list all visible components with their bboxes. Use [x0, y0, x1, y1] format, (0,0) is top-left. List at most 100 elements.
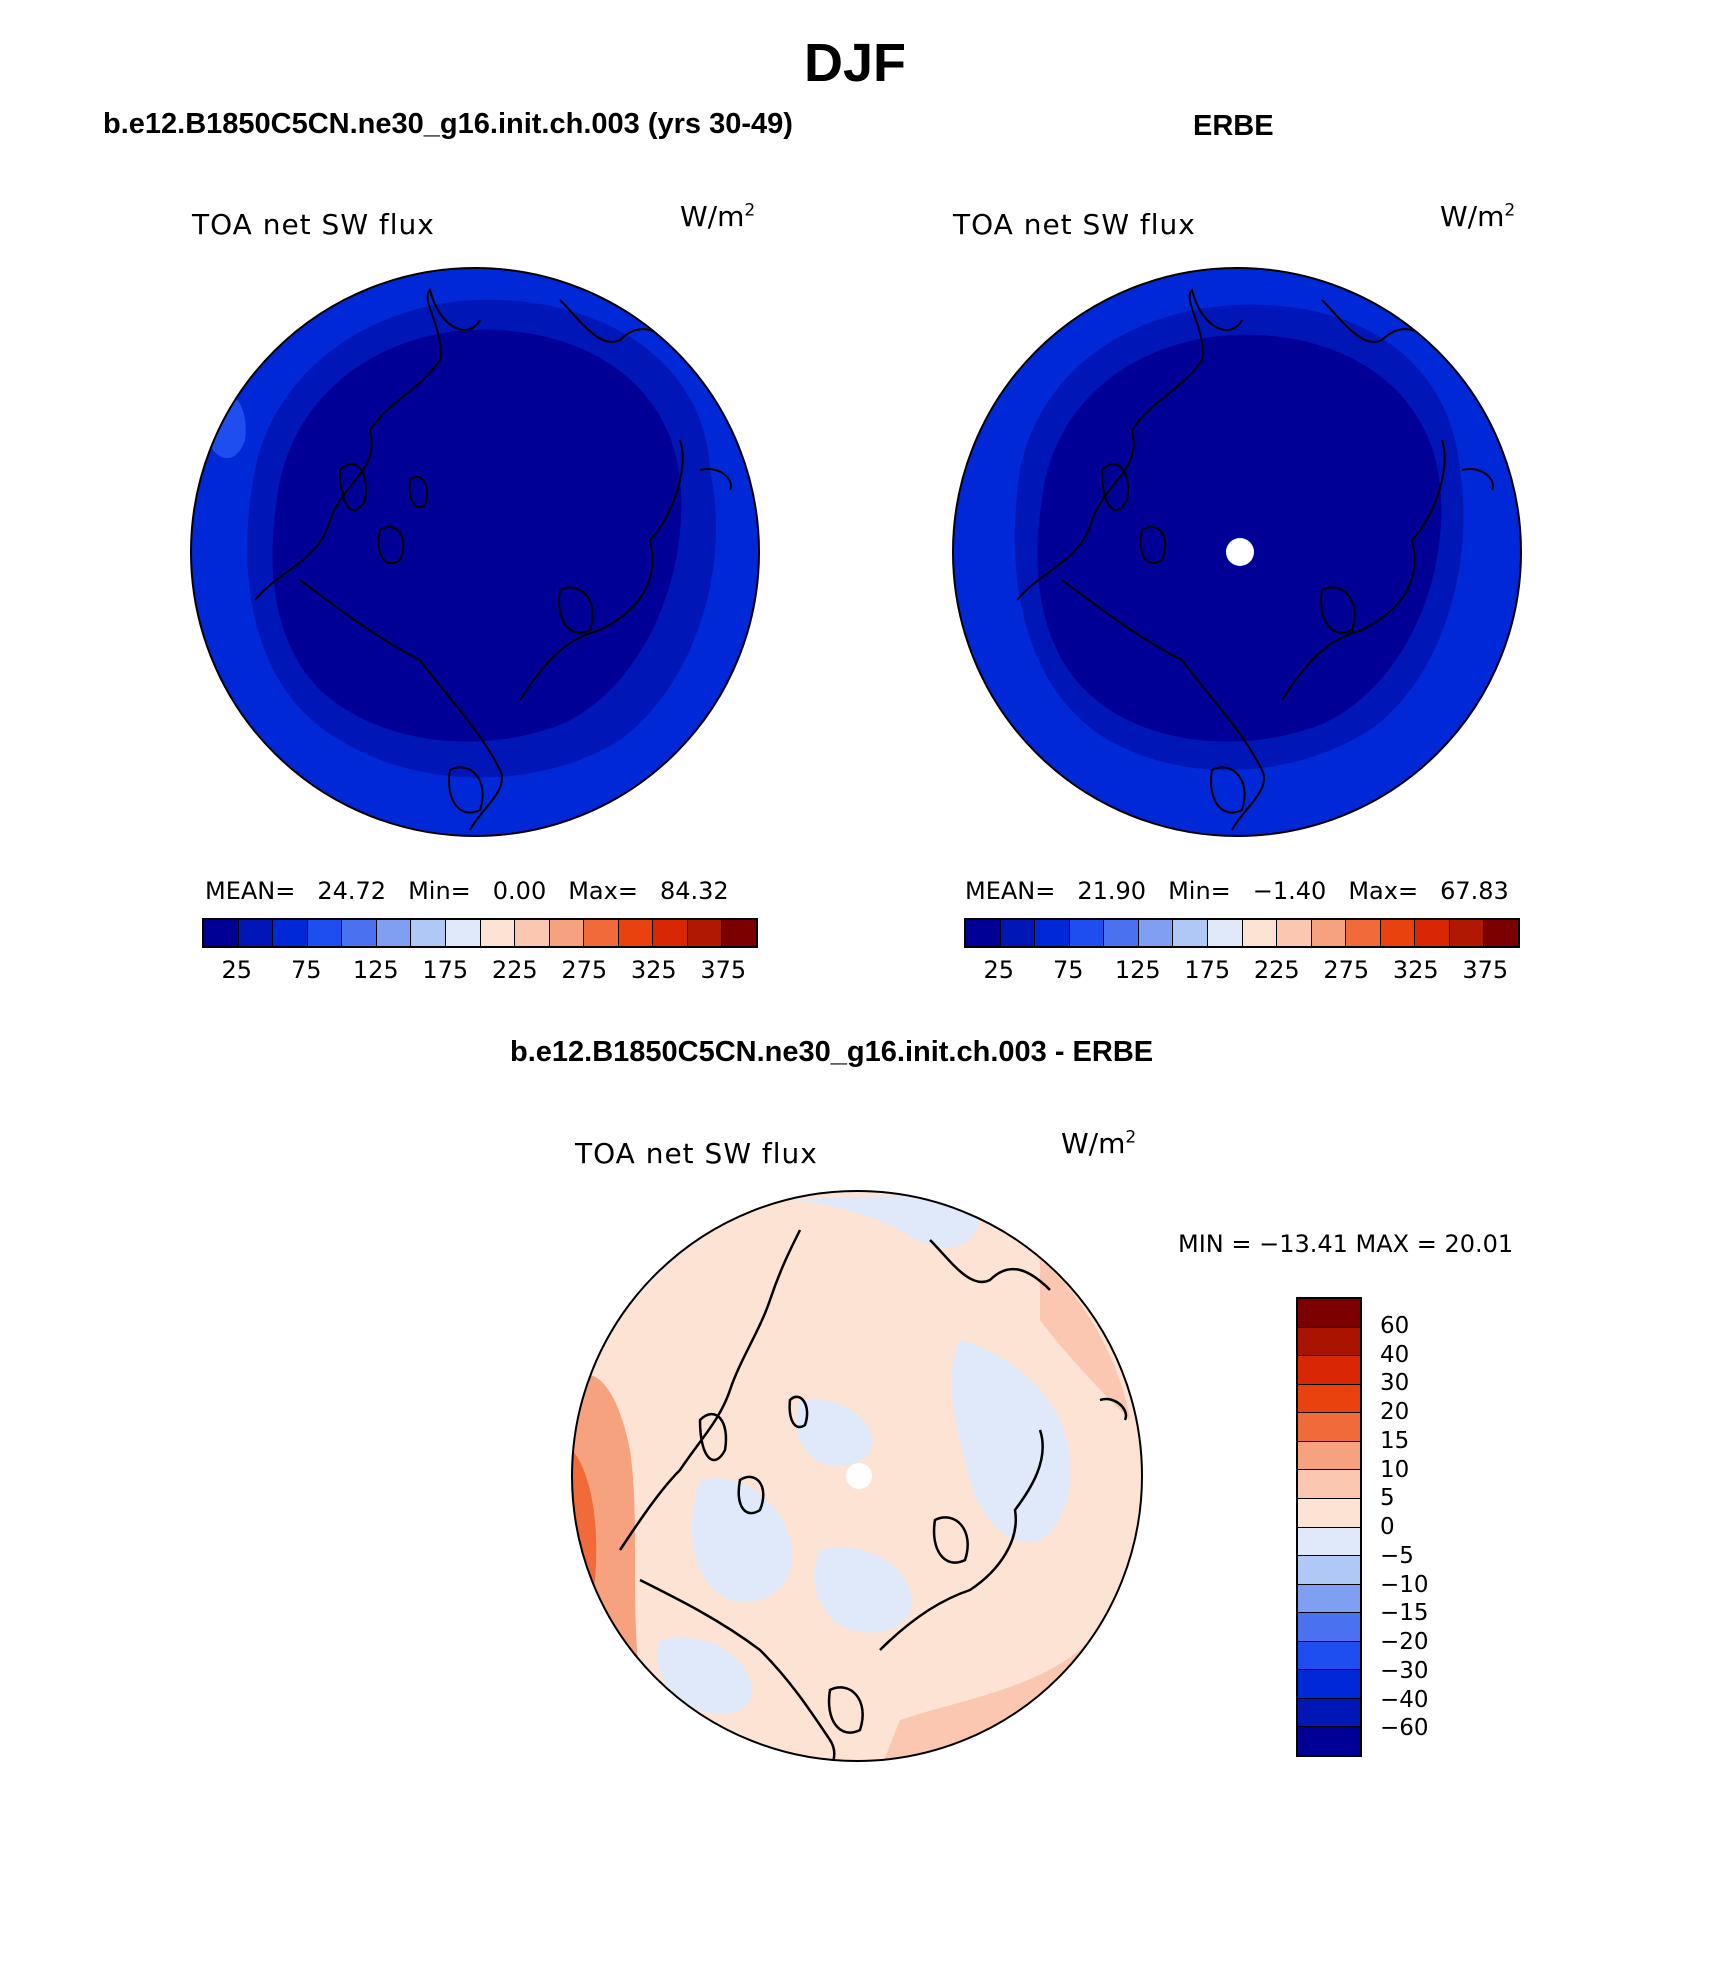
right-outer-ring — [953, 268, 1521, 836]
diff-panel-header: b.e12.B1850C5CN.ne30_g16.init.ch.003 - E… — [510, 1036, 1154, 1068]
colorbar-swatch — [966, 920, 1001, 946]
colorbar-tick-label: 60 — [1380, 1312, 1410, 1339]
diff-west-cool — [691, 1478, 792, 1602]
colorbar-swatch — [1000, 920, 1036, 946]
colorbar-tick-label: −10 — [1380, 1571, 1429, 1598]
colorbar-swatch — [1298, 1356, 1360, 1385]
colorbar-swatch — [1311, 920, 1347, 946]
colorbar-swatch — [1298, 1470, 1360, 1499]
colorbar-swatch — [445, 920, 481, 946]
colorbar-tick-label: 375 — [700, 956, 747, 984]
colorbar-swatch — [1207, 920, 1243, 946]
colorbar-swatch — [1484, 920, 1518, 946]
diff-unit-label: W/m2 — [1061, 1127, 1137, 1160]
colorbar-swatch — [1380, 920, 1416, 946]
diff-pole-gap — [846, 1463, 872, 1489]
colorbar-swatch — [1242, 920, 1278, 946]
colorbar-tick-label: 125 — [352, 956, 399, 984]
diff-se-warm — [880, 1520, 1142, 1761]
colorbar-tick-label: 75 — [1052, 956, 1084, 984]
colorbar-swatch — [238, 920, 274, 946]
colorbar-swatch — [618, 920, 654, 946]
colorbar-tick-label: 275 — [561, 956, 608, 984]
left-colorbar — [202, 918, 758, 948]
colorbar-swatch — [1298, 1641, 1360, 1671]
colorbar-swatch — [1298, 1413, 1360, 1442]
colorbar-tick-label: 15 — [1380, 1427, 1410, 1454]
colorbar-swatch — [1298, 1584, 1360, 1614]
right-colorbar-ticks: 25 75 125 175 225 275 325 375 — [964, 956, 1520, 986]
colorbar-tick-label: 0 — [1380, 1514, 1395, 1540]
left-patch — [205, 387, 246, 459]
colorbar-swatch — [515, 920, 550, 946]
left-map-border — [190, 267, 760, 837]
colorbar-swatch — [1069, 920, 1105, 946]
diff-colorbar-ticks: 60 40 30 20 15 10 5 0 −5 −10 −15 −20 −30 −40 −60 — [1380, 1297, 1460, 1757]
diff-sw-cool — [657, 1637, 752, 1714]
colorbar-tick-label: 10 — [1380, 1456, 1410, 1483]
right-colorbar — [964, 918, 1520, 948]
colorbar-tick-label: −30 — [1380, 1657, 1429, 1684]
left-stats: MEAN= 24.72 Min= 0.00 Max= 84.32 — [205, 877, 729, 905]
colorbar-swatch — [1035, 920, 1070, 946]
colorbar-tick-label: 75 — [290, 956, 322, 984]
left-colorbar-ticks: 25 75 125 175 225 275 325 375 — [202, 956, 758, 986]
colorbar-swatch — [480, 920, 516, 946]
colorbar-swatch — [376, 920, 412, 946]
colorbar-tick-label: −15 — [1380, 1600, 1429, 1627]
colorbar-swatch — [1298, 1527, 1360, 1557]
colorbar-tick-label: 225 — [491, 956, 538, 984]
colorbar-swatch — [1298, 1727, 1360, 1755]
left-panel-header: b.e12.B1850C5CN.ne30_g16.init.ch.003 (yr… — [103, 108, 793, 140]
diff-east-cool — [951, 1340, 1071, 1542]
colorbar-tick-label: 325 — [630, 956, 677, 984]
colorbar-swatch — [722, 920, 756, 946]
colorbar-tick-label: 40 — [1380, 1341, 1410, 1368]
colorbar-tick-label: 175 — [1184, 956, 1231, 984]
colorbar-tick-label: 175 — [422, 956, 469, 984]
diff-colorbar — [1296, 1297, 1362, 1757]
colorbar-swatch — [1277, 920, 1312, 946]
diff-south-cool — [814, 1547, 912, 1633]
diff-west-hot — [572, 1450, 640, 1690]
colorbar-tick-label: 225 — [1253, 956, 1300, 984]
left-coastlines — [254, 288, 732, 831]
diff-north-cool — [760, 1195, 982, 1248]
colorbar-swatch — [1104, 920, 1139, 946]
colorbar-tick-label: −40 — [1380, 1686, 1429, 1713]
right-variable-label: TOA net SW flux — [953, 208, 1196, 241]
diff-map-border — [571, 1190, 1143, 1762]
diff-center-cool — [796, 1399, 873, 1466]
diff-coastlines — [618, 1229, 1128, 1761]
colorbar-tick-label: 125 — [1114, 956, 1161, 984]
colorbar-swatch — [1298, 1670, 1360, 1699]
colorbar-swatch — [549, 920, 585, 946]
figure-title: DJF — [803, 33, 906, 93]
colorbar-swatch — [1298, 1384, 1360, 1414]
colorbar-tick-label: 375 — [1462, 956, 1509, 984]
colorbar-tick-label: 5 — [1380, 1485, 1395, 1512]
colorbar-tick-label: −5 — [1380, 1542, 1414, 1569]
left-inner-field — [272, 329, 682, 742]
right-unit-label: W/m2 — [1440, 200, 1516, 233]
colorbar-swatch — [1298, 1613, 1360, 1642]
colorbar-swatch — [687, 920, 723, 946]
colorbar-tick-label: −20 — [1380, 1629, 1429, 1655]
colorbar-swatch — [1415, 920, 1450, 946]
colorbar-swatch — [584, 920, 619, 946]
right-stats: MEAN= 21.90 Min= −1.40 Max= 67.83 — [965, 877, 1509, 905]
colorbar-swatch — [1298, 1441, 1360, 1471]
colorbar-tick-label: 25 — [983, 956, 1015, 984]
colorbar-tick-label: 25 — [221, 956, 253, 984]
colorbar-swatch — [1449, 920, 1485, 946]
colorbar-tick-label: 325 — [1392, 956, 1439, 984]
right-mid-ring — [1014, 304, 1464, 771]
colorbar-swatch — [1346, 920, 1381, 946]
right-panel-header: ERBE — [1193, 110, 1274, 142]
left-mid-ring — [247, 299, 716, 778]
colorbar-swatch — [273, 920, 308, 946]
colorbar-swatch — [1173, 920, 1208, 946]
left-variable-label: TOA net SW flux — [192, 208, 435, 241]
left-unit-label: W/m2 — [680, 200, 756, 233]
colorbar-swatch — [204, 920, 239, 946]
